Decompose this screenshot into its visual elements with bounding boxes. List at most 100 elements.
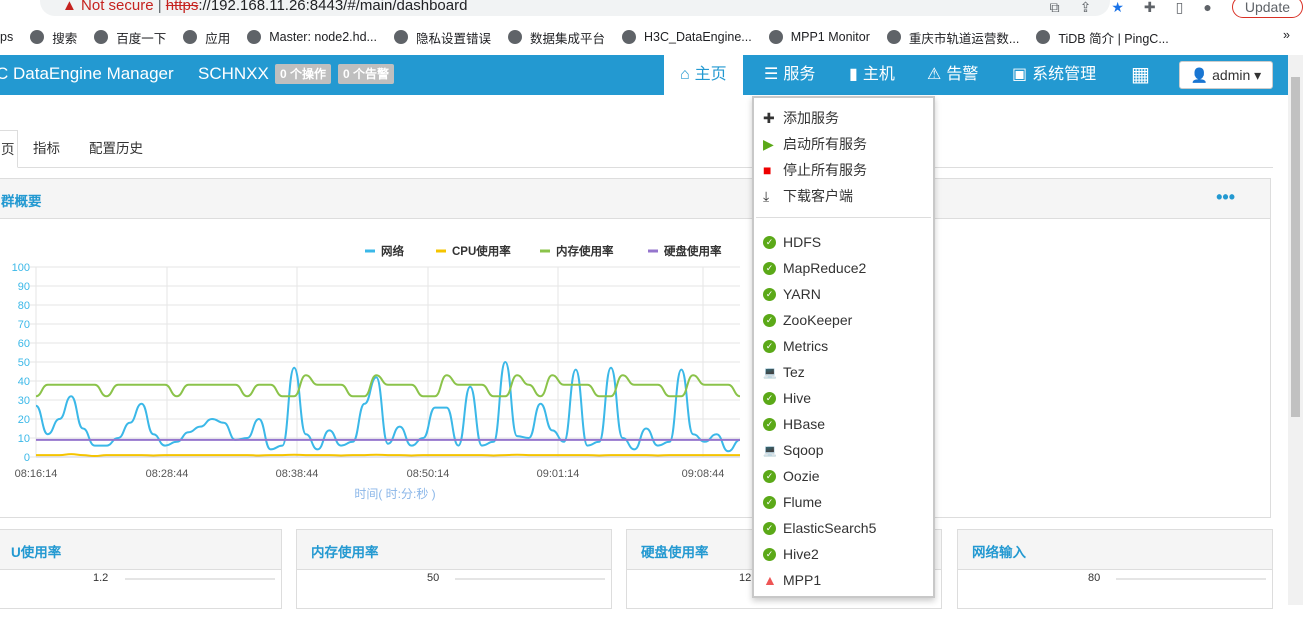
menu-item-action[interactable]: ⤓ 下载客户端 xyxy=(763,186,853,206)
warning-icon: ▲ xyxy=(62,0,82,14)
menu-item-service[interactable]: ✓ ElasticSearch5 xyxy=(763,518,876,538)
sidepanel-icon[interactable]: ▯ xyxy=(1175,0,1184,15)
bookmark-item[interactable]: 搜索 xyxy=(30,28,77,47)
bookmark-item[interactable]: 百度一下 xyxy=(94,28,166,47)
menu-item-service[interactable]: 💻 Sqoop xyxy=(763,440,823,460)
tab-home[interactable]: 页 xyxy=(0,130,18,168)
bookmark-item[interactable]: Master: node2.hd... xyxy=(247,30,377,44)
url-path: ://192.168.11.26:8443/#/main/dashboard xyxy=(198,0,468,14)
bookmark-label: 重庆市轨道运营数... xyxy=(908,31,1020,46)
bookmark-item[interactable]: TiDB 简介 | PingC... xyxy=(1036,28,1169,47)
bookmark-item[interactable]: 重庆市轨道运营数... xyxy=(886,28,1020,47)
menu-item-service[interactable]: ✓ Hive2 xyxy=(763,544,819,564)
service-name: ElasticSearch5 xyxy=(783,520,877,536)
bookmark-item[interactable]: ps xyxy=(0,30,13,44)
y-tick-label: 30 xyxy=(18,395,30,407)
nav-label: 告警 xyxy=(946,66,979,83)
bookmark-item[interactable]: H3C_DataEngine... xyxy=(621,30,752,44)
profile-icon[interactable]: ● xyxy=(1203,0,1212,15)
legend-label[interactable]: 硬盘使用率 xyxy=(664,244,722,258)
service-name: HBase xyxy=(783,416,826,432)
url-scheme: https xyxy=(165,0,199,14)
bookmark-label: MPP1 Monitor xyxy=(790,30,870,44)
legend-label[interactable]: 网络 xyxy=(381,244,404,258)
panel-title: 群概要 xyxy=(1,194,42,209)
plus-icon: ✚ xyxy=(763,109,775,126)
y-tick-label: 70 xyxy=(18,319,30,331)
nav-alerts[interactable]: ⚠ 告警 xyxy=(927,55,978,95)
update-button[interactable]: Update xyxy=(1231,0,1303,18)
menu-item-service[interactable]: ✓ Flume xyxy=(763,492,822,512)
y-max-label: 1.2 xyxy=(93,572,109,584)
y-max-label: 50 xyxy=(427,572,440,584)
app-brand[interactable]: C DataEngine Manager xyxy=(0,64,174,83)
series-line xyxy=(35,374,741,398)
alerts-badge[interactable]: 0 个告警 xyxy=(338,64,395,84)
bookmark-item[interactable]: 数据集成平台 xyxy=(507,28,605,47)
tab-config-history[interactable]: 配置历史 xyxy=(89,141,143,156)
bookmark-favicon-icon xyxy=(393,30,408,44)
service-name: Metrics xyxy=(783,338,829,354)
apps-grid-icon[interactable]: ▦ xyxy=(1131,64,1150,86)
nav-system[interactable]: ▣ 系统管理 xyxy=(1012,55,1096,95)
menu-item-service[interactable]: ✓ ZooKeeper xyxy=(763,310,852,330)
menu-item-service[interactable]: ✓ YARN xyxy=(763,284,821,304)
url-text[interactable]: ▲ Not secure | https://192.168.11.26:844… xyxy=(62,0,467,14)
legend-label[interactable]: CPU使用率 xyxy=(452,244,511,258)
laptop-icon: 💻 xyxy=(763,444,777,457)
monitor-icon: ▣ xyxy=(1012,66,1028,83)
download-icon: ⤓ xyxy=(763,187,770,204)
more-icon[interactable]: ••• xyxy=(1216,187,1235,207)
menu-item-service[interactable]: ✓ Hive xyxy=(763,388,811,408)
scrollbar-thumb[interactable] xyxy=(1291,77,1300,417)
menu-item-action[interactable]: ▶ 启动所有服务 xyxy=(763,134,867,154)
tab-metrics[interactable]: 指标 xyxy=(33,141,60,156)
address-bar[interactable] xyxy=(40,0,1110,16)
x-tick-label: 08:28:44 xyxy=(146,468,189,480)
bookmark-favicon-icon xyxy=(94,30,109,44)
bookmark-item[interactable]: MPP1 Monitor xyxy=(768,30,870,44)
menu-item-action[interactable]: ✚ 添加服务 xyxy=(763,108,839,128)
server-icon: ▮ xyxy=(849,66,858,83)
translate-icon[interactable]: ⧉ xyxy=(1049,0,1060,15)
bookmark-label: ps xyxy=(0,30,14,44)
service-name: ZooKeeper xyxy=(783,312,853,328)
nav-label: 服务 xyxy=(783,66,816,83)
x-axis-label: 时间( 时:分:秒 ) xyxy=(354,487,435,501)
y-tick-label: 10 xyxy=(18,433,30,445)
star-icon[interactable]: ★ xyxy=(1111,0,1124,15)
menu-item-service[interactable]: ▲ MPP1 xyxy=(763,570,821,590)
extensions-icon[interactable]: ✚ xyxy=(1143,0,1156,15)
menu-item-label: 添加服务 xyxy=(783,110,839,126)
menu-item-service[interactable]: ✓ Oozie xyxy=(763,466,820,486)
menu-item-service[interactable]: 💻 Tez xyxy=(763,362,805,382)
services-dropdown-menu: ✚ 添加服务 ▶ 启动所有服务 ■ 停止所有服务 ⤓ 下载客户端 ✓ HDFS ✓ MapReduce… xyxy=(752,96,935,598)
menu-item-service[interactable]: ✓ MapReduce2 xyxy=(763,258,866,278)
home-icon: ⌂ xyxy=(680,66,690,83)
user-menu-button[interactable]: 👤 admin ▾ xyxy=(1179,61,1273,89)
legend-label[interactable]: 内存使用率 xyxy=(556,244,614,258)
cluster-overview-panel: 群概要 ••• xyxy=(0,178,1271,518)
bookmark-item[interactable]: 隐私设置错误 xyxy=(393,28,491,47)
nav-hosts[interactable]: ▮ 主机 xyxy=(849,55,895,95)
nav-home[interactable]: ⌂ 主页 xyxy=(664,55,743,95)
bookmark-favicon-icon xyxy=(621,30,636,44)
menu-item-service[interactable]: ✓ HBase xyxy=(763,414,825,434)
scrollbar[interactable] xyxy=(1288,55,1303,605)
y-tick-label: 20 xyxy=(18,414,30,426)
service-name: MapReduce2 xyxy=(783,260,867,276)
share-icon[interactable]: ⇪ xyxy=(1079,0,1092,15)
menu-item-service[interactable]: ✓ HDFS xyxy=(763,232,821,252)
bookmark-item[interactable]: 应用 xyxy=(183,28,230,47)
cluster-name[interactable]: SCHNXX xyxy=(198,64,269,83)
service-name: MPP1 xyxy=(783,572,822,588)
menu-item-label: 停止所有服务 xyxy=(783,162,867,178)
menu-item-action[interactable]: ■ 停止所有服务 xyxy=(763,160,867,180)
menu-item-service[interactable]: ✓ Metrics xyxy=(763,336,828,356)
ops-badge[interactable]: 0 个操作 xyxy=(275,64,332,84)
y-tick-label: 90 xyxy=(18,281,30,293)
service-name: Oozie xyxy=(783,468,820,484)
nav-services[interactable]: ☰ 服务 xyxy=(764,55,815,95)
more-bookmarks-icon[interactable]: » xyxy=(1283,28,1290,42)
bookmark-label: H3C_DataEngine... xyxy=(643,30,752,44)
